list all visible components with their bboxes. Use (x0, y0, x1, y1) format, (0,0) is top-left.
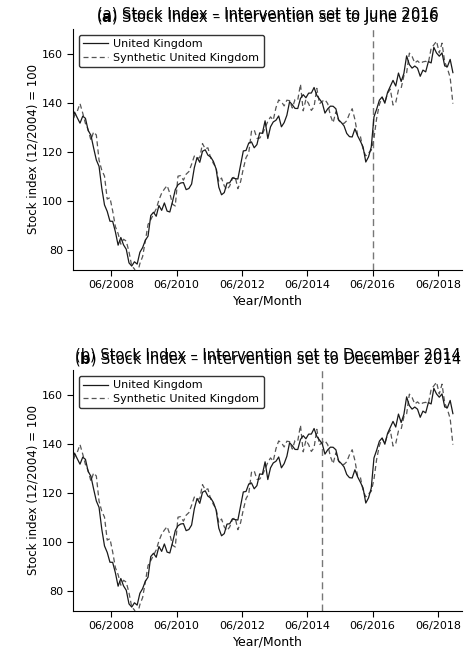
Text: (b) Stock Index – Intervention set to December 2014: (b) Stock Index – Intervention set to De… (0, 652, 1, 653)
United Kingdom (376, 96, 382, 104)
Title: $\bf{\mathrm{(}a\mathrm{)}}$ Stock Index – Intervention set to June 2016: $\bf{\mathrm{(}a\mathrm{)}}$ Stock Index… (96, 8, 439, 27)
Line: Synthetic United Kingdom: Synthetic United Kingdom (64, 382, 453, 616)
Synthetic United Kingdom (382, 99, 388, 106)
Synthetic United Kingdom (183, 170, 189, 178)
Y-axis label: Stock index (12/2004) = 100: Stock index (12/2004) = 100 (26, 406, 39, 575)
United Kingdom (376, 438, 382, 445)
Synthetic United Kingdom (118, 240, 124, 248)
United Kingdom (129, 262, 135, 270)
X-axis label: Year/Month: Year/Month (233, 635, 303, 648)
United Kingdom (61, 472, 66, 480)
Y-axis label: Stock index (12/2004) = 100: Stock index (12/2004) = 100 (26, 65, 39, 234)
Synthetic United Kingdom (88, 477, 94, 485)
United Kingdom (118, 575, 124, 582)
United Kingdom (129, 603, 135, 611)
Synthetic United Kingdom (134, 271, 140, 279)
United Kingdom (431, 44, 437, 52)
Synthetic United Kingdom (434, 378, 439, 386)
Synthetic United Kingdom (376, 101, 382, 108)
Text: (b) Stock Index – Intervention set to December 2014: (b) Stock Index – Intervention set to De… (75, 347, 461, 362)
United Kingdom (450, 69, 456, 76)
Text: Artificial Brexit Vote: Artificial Brexit Vote (0, 652, 1, 653)
Synthetic United Kingdom (450, 100, 456, 108)
Synthetic United Kingdom (134, 612, 140, 620)
United Kingdom (183, 185, 189, 193)
Synthetic United Kingdom (382, 439, 388, 447)
X-axis label: Year/Month: Year/Month (233, 294, 303, 307)
Text: (a) Stock Index – Intervention set to June 2016: (a) Stock Index – Intervention set to Ju… (97, 7, 438, 22)
Synthetic United Kingdom (61, 464, 66, 472)
Synthetic United Kingdom (434, 37, 439, 45)
United Kingdom (183, 527, 189, 535)
United Kingdom (382, 99, 388, 107)
United Kingdom (88, 131, 94, 139)
Line: United Kingdom: United Kingdom (64, 48, 453, 266)
United Kingdom (450, 409, 456, 417)
Synthetic United Kingdom (341, 119, 347, 127)
Synthetic United Kingdom (341, 460, 347, 468)
Synthetic United Kingdom (450, 441, 456, 449)
Text: Brexit Vote: Brexit Vote (0, 652, 1, 653)
Synthetic United Kingdom (183, 511, 189, 519)
United Kingdom (118, 234, 124, 242)
United Kingdom (341, 122, 347, 130)
Synthetic United Kingdom (376, 441, 382, 449)
United Kingdom (341, 463, 347, 471)
Line: Synthetic United Kingdom: Synthetic United Kingdom (64, 41, 453, 275)
Legend: United Kingdom, Synthetic United Kingdom: United Kingdom, Synthetic United Kingdom (79, 376, 264, 408)
Synthetic United Kingdom (88, 136, 94, 144)
United Kingdom (431, 385, 437, 392)
Legend: United Kingdom, Synthetic United Kingdom: United Kingdom, Synthetic United Kingdom (79, 35, 264, 67)
Line: United Kingdom: United Kingdom (64, 389, 453, 607)
United Kingdom (61, 131, 66, 138)
Text: (a) Stock Index – Intervention set to June 2016: (a) Stock Index – Intervention set to Ju… (0, 652, 1, 653)
Synthetic United Kingdom (118, 581, 124, 589)
Synthetic United Kingdom (61, 123, 66, 131)
United Kingdom (88, 472, 94, 480)
United Kingdom (382, 440, 388, 448)
Title: $\bf{\mathrm{(}b\mathrm{)}}$ Stock Index – Intervention set to December 2014: $\bf{\mathrm{(}b\mathrm{)}}$ Stock Index… (74, 350, 462, 368)
